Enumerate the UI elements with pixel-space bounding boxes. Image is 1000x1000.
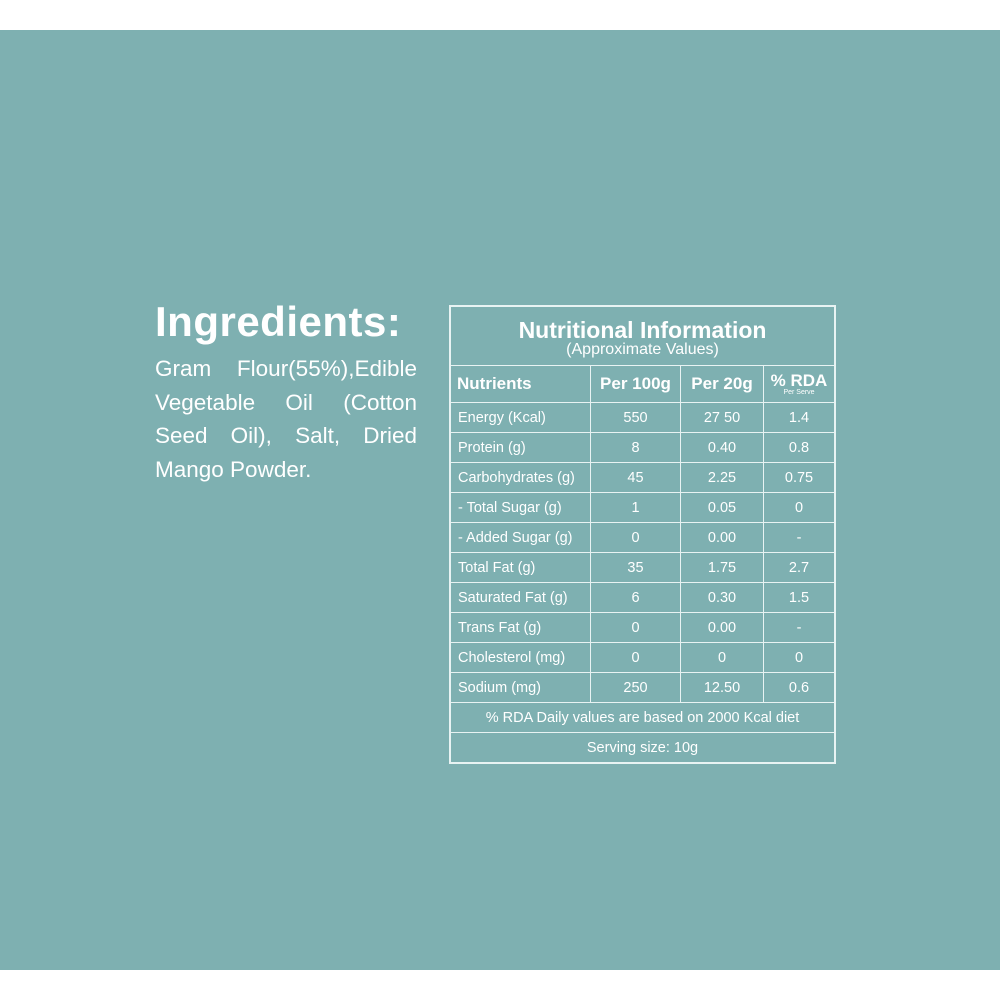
per-20g-value: 0.30: [680, 582, 764, 613]
nutrient-row: Trans Fat (g) 0 0.00-: [449, 612, 836, 643]
nutrient-row: Sodium (mg) 250 12.50 0.6: [449, 672, 836, 703]
header-rda: % RDA Per Serve: [763, 365, 836, 403]
nutrient-row: - Added Sugar (g) 0 0.00-: [449, 522, 836, 553]
per-20g-value: 0.00: [680, 612, 764, 643]
rda-value: 0.75: [763, 462, 836, 493]
rda-value: 0: [763, 642, 836, 673]
ingredients-text: Gram Flour(55%),Edible Vegetable Oil (Co…: [155, 356, 417, 482]
ingredients-title: Ingredients:: [155, 298, 402, 345]
nutrient-name: Total Fat (g): [449, 552, 591, 583]
per-20g-value: 12.50: [680, 672, 764, 703]
per-100g-value: 1: [590, 492, 681, 523]
per-100g-value: 45: [590, 462, 681, 493]
rda-value: 1.4: [763, 402, 836, 433]
per-100g-value: 35: [590, 552, 681, 583]
per-20g-value: 2.25: [680, 462, 764, 493]
per-20g-value: 0.00: [680, 522, 764, 553]
per-100g-value: 250: [590, 672, 681, 703]
rda-value: -: [763, 522, 836, 553]
rda-value: -: [763, 612, 836, 643]
nutrient-row: Total Fat (g) 35 1.75 2.7: [449, 552, 836, 583]
per-100g-value: 0: [590, 612, 681, 643]
per-20g-value: 27 50: [680, 402, 764, 433]
per-100g-value: 8: [590, 432, 681, 463]
per-100g-value: 550: [590, 402, 681, 433]
per-100g-value: 6: [590, 582, 681, 613]
nutrient-name: Cholesterol (mg): [449, 642, 591, 673]
nutrition-title-cell: Nutritional Information (Approximate Val…: [449, 305, 836, 366]
per-20g-value: 0.40: [680, 432, 764, 463]
per-100g-value: 0: [590, 642, 681, 673]
rda-note: % RDA Daily values are based on 2000 Kca…: [449, 702, 836, 733]
header-rda-label: % RDA: [770, 371, 828, 390]
nutrient-name: Carbohydrates (g): [449, 462, 591, 493]
nutrition-table: Nutritional Information (Approximate Val…: [449, 305, 836, 764]
header-nutrients: Nutrients: [449, 365, 591, 403]
nutrient-name: - Total Sugar (g): [449, 492, 591, 523]
header-rda-sub: Per Serve: [783, 389, 815, 396]
serving-size: Serving size: 10g: [449, 732, 836, 764]
nutrient-row: Carbohydrates (g) 45 2.25 0.75: [449, 462, 836, 493]
rda-value: 0.6: [763, 672, 836, 703]
nutrient-row: Saturated Fat (g) 6 0.30 1.5: [449, 582, 836, 613]
per-20g-value: 0.05: [680, 492, 764, 523]
header-per-20g: Per 20g: [680, 365, 764, 403]
nutrient-name: Trans Fat (g): [449, 612, 591, 643]
rda-value: 2.7: [763, 552, 836, 583]
nutrient-name: Protein (g): [449, 432, 591, 463]
nutrition-title: Nutritional Information: [518, 316, 767, 343]
nutrient-row: Cholesterol (mg) 0 0 0: [449, 642, 836, 673]
nutrient-row: Protein (g) 8 0.40 0.8: [449, 432, 836, 463]
nutrient-name: Energy (Kcal): [449, 402, 591, 433]
rda-value: 1.5: [763, 582, 836, 613]
header-per-100g: Per 100g: [590, 365, 681, 403]
nutrient-name: - Added Sugar (g): [449, 522, 591, 553]
rda-value: 0.8: [763, 432, 836, 463]
per-100g-value: 0: [590, 522, 681, 553]
rda-value: 0: [763, 492, 836, 523]
nutrient-name: Sodium (mg): [449, 672, 591, 703]
per-20g-value: 0: [680, 642, 764, 673]
nutrient-row: - Total Sugar (g) 1 0.05 0: [449, 492, 836, 523]
nutrient-row: Energy (Kcal) 550 27 50 1.4: [449, 402, 836, 433]
per-20g-value: 1.75: [680, 552, 764, 583]
nutrient-name: Saturated Fat (g): [449, 582, 591, 613]
nutrition-subtitle: (Approximate Values): [566, 340, 719, 358]
